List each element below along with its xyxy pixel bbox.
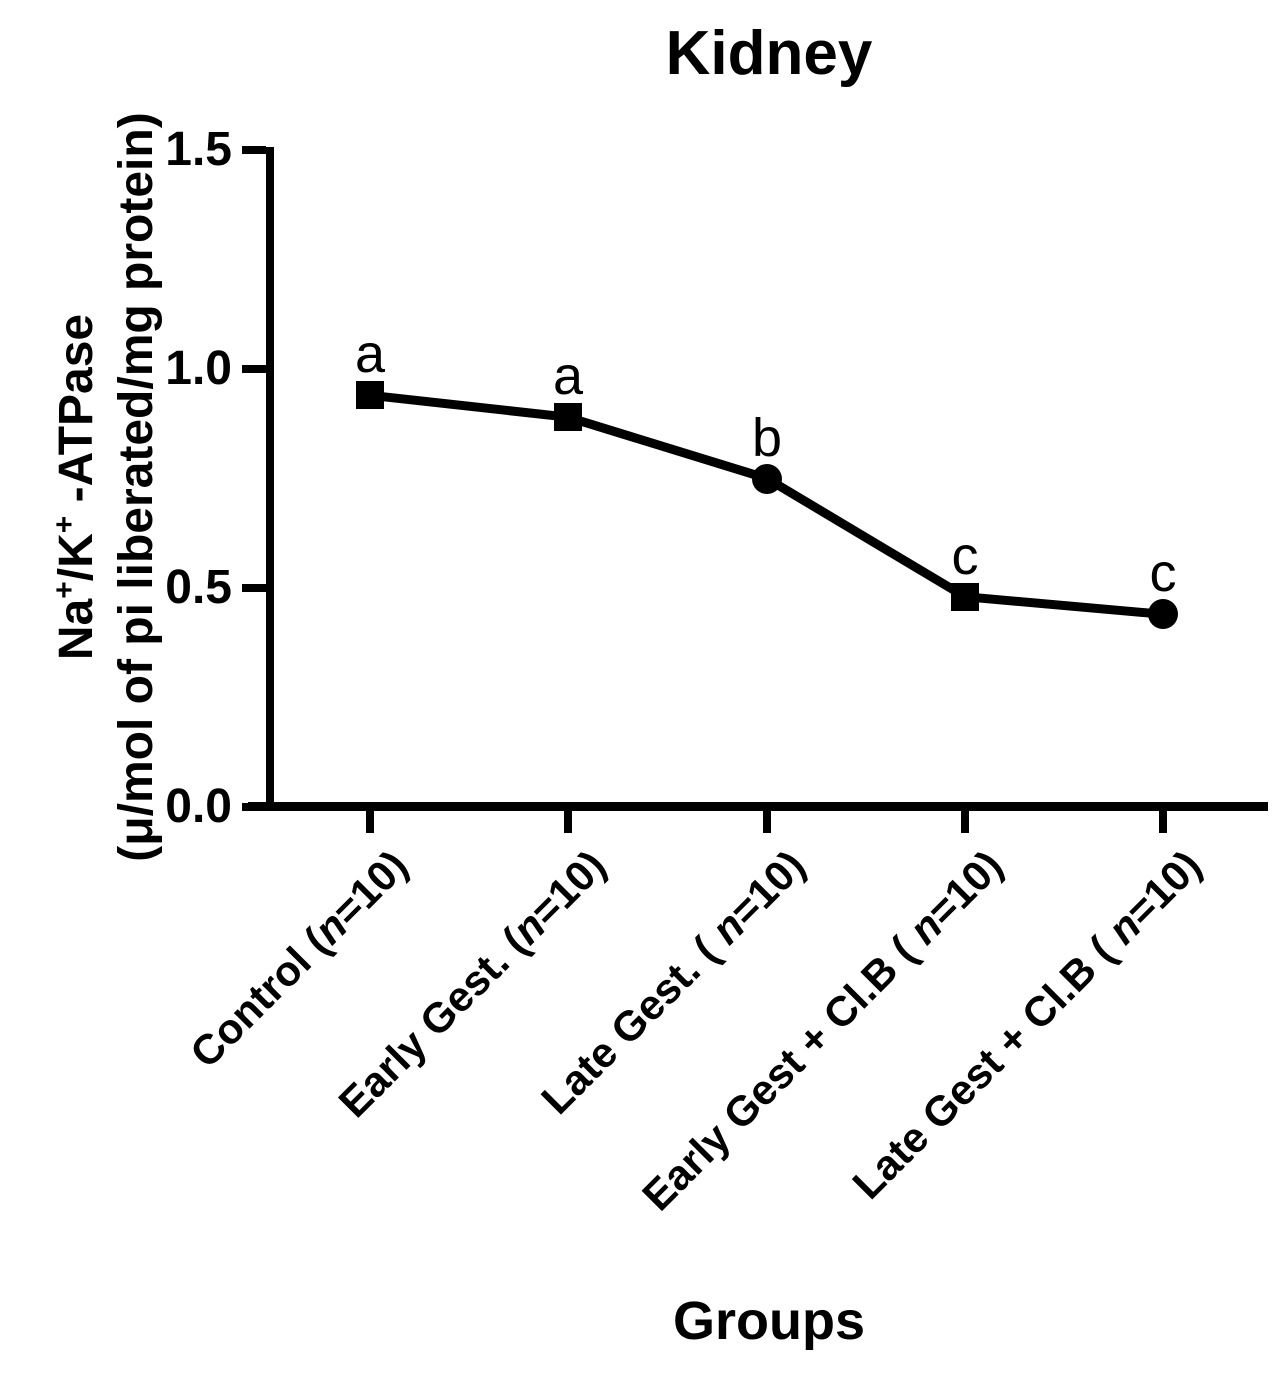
x-axis-line xyxy=(248,802,1268,811)
y-axis-tick xyxy=(242,146,266,154)
y-axis-tick xyxy=(242,365,266,373)
y-axis-line xyxy=(266,147,274,811)
x-axis-tick xyxy=(366,811,374,833)
y-axis-tick-label: 1.0 xyxy=(165,342,232,395)
y-axis-tick-label: 1.5 xyxy=(165,123,232,176)
data-marker xyxy=(554,403,582,432)
x-axis-tick xyxy=(1159,811,1167,833)
x-axis-tick xyxy=(564,811,572,833)
significance-letter: a xyxy=(354,324,386,385)
x-axis-tick xyxy=(961,811,969,833)
significance-letter: c xyxy=(1149,543,1177,604)
data-marker xyxy=(752,463,782,494)
significance-letter: b xyxy=(751,407,783,468)
data-marker xyxy=(1148,599,1178,630)
significance-letter: c xyxy=(951,525,979,586)
data-marker xyxy=(356,381,384,410)
y-axis-tick-label: 0.5 xyxy=(165,561,232,614)
chart-title: Kidney xyxy=(665,19,873,88)
y-axis-tick xyxy=(242,803,266,811)
y-axis-tick xyxy=(242,584,266,592)
significance-letter: a xyxy=(552,346,584,407)
data-marker xyxy=(951,582,979,611)
x-axis-tick xyxy=(763,811,771,833)
x-axis-title: Groups xyxy=(672,1291,866,1351)
y-axis-tick-label: 0.0 xyxy=(165,780,232,833)
